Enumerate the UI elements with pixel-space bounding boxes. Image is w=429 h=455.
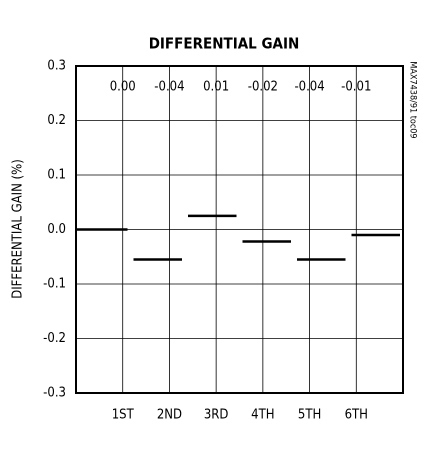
y-tick-label: -0.1: [43, 277, 66, 292]
y-axis-label: DIFFERENTIAL GAIN (%): [11, 159, 26, 299]
annotation: -0.01: [341, 80, 371, 95]
x-tick-label: 1ST: [112, 408, 135, 423]
x-tick-label: 4TH: [251, 408, 274, 423]
x-tick-label: 6TH: [345, 408, 368, 423]
y-tick-label: -0.3: [43, 386, 66, 401]
x-tick-label: 2ND: [157, 408, 182, 423]
annotation: 0.01: [203, 80, 229, 95]
y-tick-label: 0.0: [47, 222, 66, 237]
annotation: 0.00: [110, 80, 136, 95]
chart-title: DIFFERENTIAL GAIN: [149, 35, 300, 53]
y-tick-label: 0.2: [47, 113, 66, 128]
y-tick-label: 0.1: [47, 168, 66, 183]
side-note: MAX7438/91 toc09: [408, 61, 418, 138]
annotation: -0.02: [248, 80, 278, 95]
x-tick-label: 3RD: [204, 408, 229, 423]
annotation: -0.04: [294, 80, 324, 95]
y-tick-label: 0.3: [47, 59, 66, 74]
x-tick-label: 5TH: [298, 408, 321, 423]
y-tick-label: -0.2: [43, 331, 66, 346]
annotation: -0.04: [154, 80, 184, 95]
